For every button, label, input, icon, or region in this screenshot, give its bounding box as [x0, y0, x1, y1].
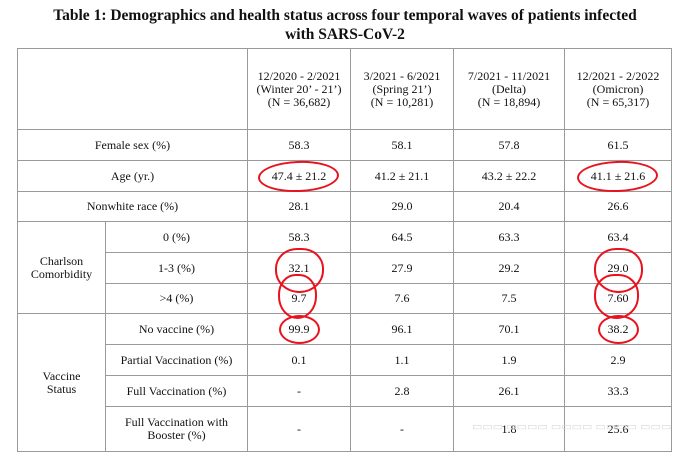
cell: 2.9 — [564, 344, 672, 376]
wave-1-label: (Winter 20’ - 21’) — [256, 81, 342, 96]
cell: 20.4 — [453, 191, 565, 222]
header-wave-1: 12/2020 - 2/2021 (Winter 20’ - 21’) (N = 3… — [247, 48, 351, 130]
wave-2-n: (N = 10,281) — [370, 94, 434, 109]
wave-3-label: (Delta) — [492, 81, 526, 96]
cell: 64.5 — [350, 221, 454, 253]
cell: 29.0 — [350, 191, 454, 222]
circled-value: 7.60 — [593, 274, 639, 319]
cell: 70.1 — [453, 313, 565, 345]
wave-2-label: (Spring 21’) — [372, 81, 432, 96]
cell: 7.5 — [453, 283, 565, 314]
booster-label-line2: Booster (%) — [147, 428, 206, 442]
booster-label-line1: Full Vaccination with — [124, 415, 229, 429]
cell: 33.3 — [564, 375, 672, 407]
cell: 26.1 — [453, 375, 565, 407]
circled-value: 29.0 — [593, 247, 643, 293]
table-row-charlson-4: >4 (%) 9.7 7.6 7.5 7.60 — [18, 274, 672, 319]
cell: 27.9 — [350, 252, 454, 284]
row-label: Age (yr.) — [17, 160, 248, 192]
cell: - — [247, 406, 351, 452]
circled-value: 99.9 — [278, 314, 320, 344]
cell-circled: 38.2 — [564, 313, 672, 345]
cell: 1.9 — [453, 344, 565, 376]
cell: 58.3 — [247, 129, 351, 161]
vaccine-label-line1: Vaccine — [42, 368, 81, 383]
header-wave-2: 3/2021 - 6/2021 (Spring 21’) (N = 10,281) — [350, 48, 454, 130]
cell: - — [350, 406, 454, 452]
circled-value: 9.7 — [277, 274, 317, 319]
table-row-age: Age (yr.) 47.4 ± 21.2 41.2 ± 21.1 43.2 ±… — [17, 160, 672, 192]
row-label: >4 (%) — [105, 283, 248, 314]
table-title-line1: Table 1: Demographics and health status … — [53, 7, 637, 24]
wave-4-n: (N = 65,317) — [586, 94, 650, 109]
cell: - — [247, 375, 351, 407]
cell-circled: 9.7 — [247, 274, 351, 319]
wave-4-label: (Omicron) — [592, 81, 644, 96]
table-title: Table 1: Demographics and health status … — [0, 6, 690, 44]
row-label: Partial Vaccination (%) — [105, 344, 248, 376]
cell: 28.1 — [247, 191, 351, 222]
circled-value: 38.2 — [597, 314, 639, 344]
watermark: ▭▭▭ ▭▭▭▭ ▭▭▭▭ ▭▭▭▭ ▭▭▭ — [472, 421, 672, 433]
row-label: No vaccine (%) — [105, 313, 248, 345]
charlson-label-line2: Comorbidity — [30, 266, 93, 281]
table-title-line2: with SARS-CoV-2 — [285, 26, 405, 43]
table-row-no-vaccine: Vaccine Status No vaccine (%) 99.9 96.1 7… — [17, 313, 672, 452]
wave-3-period: 7/2021 - 11/2021 — [467, 68, 551, 83]
cell-circled: 99.9 — [247, 313, 351, 345]
cell: 61.5 — [564, 129, 672, 161]
vaccine-group-label: Vaccine Status — [17, 313, 106, 452]
header-row: 12/2020 - 2/2021 (Winter 20’ - 21’) (N = 3… — [17, 48, 672, 130]
cell: 57.8 — [453, 129, 565, 161]
table-row-female: Female sex (%) 58.3 58.1 57.8 61.5 — [17, 129, 672, 161]
cell-circled: 47.4 ± 21.2 — [247, 160, 351, 192]
table-row-nonwhite: Nonwhite race (%) 28.1 29.0 20.4 26.6 — [17, 191, 672, 222]
cell: 43.2 ± 22.2 — [453, 160, 565, 192]
demographics-table: 12/2020 - 2/2021 (Winter 20’ - 21’) (N = 3… — [17, 48, 672, 452]
charlson-label-line1: Charlson — [39, 253, 84, 268]
cell: 7.6 — [350, 283, 454, 314]
row-label: 1-3 (%) — [105, 252, 248, 284]
cell: 26.6 — [564, 191, 672, 222]
header-wave-3: 7/2021 - 11/2021 (Delta) (N = 18,894) — [453, 48, 565, 130]
row-label: Full Vaccination with Booster (%) — [105, 406, 248, 452]
cell-circled: 7.60 — [564, 274, 672, 319]
vaccine-label-line2: Status — [46, 381, 77, 396]
cell: 63.3 — [453, 221, 565, 253]
wave-1-period: 12/2020 - 2/2021 — [257, 68, 341, 83]
circled-value: 41.1 ± 21.6 — [590, 168, 646, 183]
table-row-charlson-1-3: 1-3 (%) 32.1 27.9 29.2 29.0 — [18, 247, 672, 293]
charlson-group-label: Charlson Comorbidity — [17, 221, 106, 314]
header-empty-cell — [17, 48, 248, 130]
wave-3-n: (N = 18,894) — [477, 94, 541, 109]
circled-value: 47.4 ± 21.2 — [271, 168, 327, 183]
cell: 2.8 — [350, 375, 454, 407]
header-wave-4: 12/2021 - 2/2022 (Omicron) (N = 65,317) — [564, 48, 672, 130]
wave-2-period: 3/2021 - 6/2021 — [363, 68, 441, 83]
cell: 58.1 — [350, 129, 454, 161]
cell: 29.2 — [453, 252, 565, 284]
cell: 41.2 ± 21.1 — [350, 160, 454, 192]
cell: 96.1 — [350, 313, 454, 345]
cell: 1.1 — [350, 344, 454, 376]
row-label: Nonwhite race (%) — [17, 191, 248, 222]
wave-1-n: (N = 36,682) — [267, 94, 331, 109]
cell: 0.1 — [247, 344, 351, 376]
row-label: Full Vaccination (%) — [105, 375, 248, 407]
row-label: Female sex (%) — [17, 129, 248, 161]
table-row-full-vaccination: Full Vaccination (%) - 2.8 26.1 33.3 — [18, 375, 672, 407]
table-row-partial-vaccination: Partial Vaccination (%) 0.1 1.1 1.9 2.9 — [18, 344, 672, 376]
table-row-charlson-0: Charlson Comorbidity 0 (%) 58.3 64.5 63.3… — [17, 221, 672, 314]
wave-4-period: 12/2021 - 2/2022 — [576, 68, 660, 83]
cell-circled: 41.1 ± 21.6 — [564, 160, 672, 192]
circled-value: 32.1 — [274, 247, 324, 293]
row-label: 0 (%) — [105, 221, 248, 253]
